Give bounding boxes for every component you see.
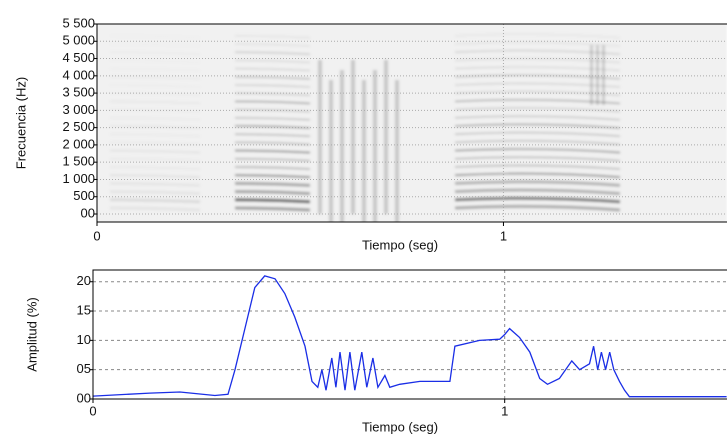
spectrogram-pulse — [340, 70, 344, 222]
spectrogram-pulse — [329, 80, 333, 222]
spectrogram-pulse — [373, 70, 377, 222]
x-axis-label: Tiempo (seg) — [362, 419, 438, 434]
x-tick-label: 0 — [89, 403, 96, 418]
spectrogram-pulse — [596, 45, 599, 105]
spectrogram-band — [234, 125, 311, 129]
spectrogram-band — [234, 190, 311, 196]
spectrogram-band — [234, 59, 311, 64]
spectrogram-band — [109, 174, 201, 178]
spectrogram-band — [454, 196, 621, 204]
spectrogram-band — [234, 181, 311, 187]
spectrogram-band — [454, 49, 621, 55]
y-tick-label: 1 500 — [62, 154, 95, 169]
spectrogram-pulse — [318, 60, 322, 214]
spectrogram-band — [454, 123, 621, 129]
spectrogram-band — [454, 66, 621, 72]
spectrogram-band — [234, 100, 311, 105]
spectrogram-band — [454, 180, 621, 187]
y-tick-label: 00 — [81, 205, 95, 220]
spectrogram-band — [454, 140, 621, 146]
y-tick-label: 00 — [77, 390, 91, 405]
spectrogram-band — [109, 166, 201, 170]
spectrogram-band — [454, 188, 621, 196]
spectrogram-pulse — [362, 80, 366, 222]
y-tick-label: 2 000 — [62, 136, 95, 151]
spectrogram-band — [109, 206, 201, 212]
spectrogram-band — [454, 41, 621, 47]
spectrogram-band — [109, 149, 201, 154]
spectrogram-band — [234, 198, 311, 204]
spectrogram-band — [109, 100, 201, 105]
spectrogram-band — [234, 174, 311, 178]
spectrogram-band — [454, 99, 621, 105]
y-tick-label: 15 — [77, 302, 91, 317]
y-tick-label: 10 — [77, 332, 91, 347]
spectrogram-band — [234, 166, 311, 170]
x-tick-label: 0 — [93, 228, 100, 243]
spectrogram-band — [234, 117, 311, 121]
y-tick-label: 3 000 — [62, 102, 95, 117]
spectrogram-band — [454, 164, 621, 170]
spectrogram-band — [109, 76, 201, 80]
spectrogram-band — [234, 108, 311, 113]
x-tick-label: 1 — [500, 228, 507, 243]
spectrogram-band — [234, 149, 311, 154]
spectrogram-band — [454, 148, 621, 154]
spectrogram-band — [454, 90, 621, 96]
y-tick-label: 1 000 — [62, 171, 95, 186]
y-tick-label: 4 500 — [62, 50, 95, 65]
spectrogram-background — [97, 24, 727, 222]
spectrogram-band — [454, 115, 621, 121]
spectrogram-image — [97, 24, 727, 222]
spectrogram-band — [234, 76, 311, 80]
spectrogram-band — [234, 206, 311, 212]
spectrogram-band — [234, 133, 311, 137]
spectrogram-band — [109, 158, 201, 162]
spectrogram-band — [109, 198, 201, 204]
spectrogram-band — [109, 181, 201, 187]
y-tick-label: 5 500 — [62, 15, 95, 30]
spectrogram-band — [234, 141, 311, 146]
y-tick-label: 5 000 — [62, 33, 95, 48]
spectrogram-band — [454, 33, 621, 39]
spectrogram-band — [454, 58, 621, 64]
x-axis-label: Tiempo (seg) — [362, 237, 438, 252]
spectrogram-band — [234, 158, 311, 162]
y-tick-label: 2 500 — [62, 119, 95, 134]
spectrogram-band — [454, 172, 621, 178]
spectrogram-band — [234, 67, 311, 72]
spectrogram-pulse — [602, 45, 605, 105]
spectrogram-band — [109, 190, 201, 196]
spectrogram-band — [454, 82, 621, 88]
x-tick-label: 1 — [501, 403, 508, 418]
y-tick-label: 20 — [77, 273, 91, 288]
y-axis-label: Amplitud (%) — [24, 297, 39, 371]
spectrogram-band — [234, 43, 311, 47]
spectrogram-band — [234, 51, 311, 55]
y-axis-label: Frecuencia (Hz) — [13, 77, 28, 169]
spectrogram-band — [454, 107, 621, 113]
spectrogram-pulse — [384, 60, 388, 214]
y-tick-label: 4 000 — [62, 67, 95, 82]
spectrogram-band — [234, 35, 311, 39]
plot-frame — [96, 23, 727, 223]
spectrogram-pulse — [351, 60, 355, 214]
spectrogram-band — [454, 156, 621, 162]
amplitude-line — [92, 275, 727, 398]
y-tick-label: 3 500 — [62, 85, 95, 100]
y-tick-label: 05 — [77, 361, 91, 376]
y-tick-label: 500 — [73, 188, 95, 203]
spectrogram-band — [109, 141, 201, 146]
spectrogram-band — [454, 204, 621, 212]
spectrogram-band — [454, 131, 621, 137]
plot-background — [93, 270, 727, 399]
spectrogram-band — [234, 84, 311, 88]
spectrogram-band — [454, 74, 621, 80]
spectrogram-pulse — [590, 45, 593, 105]
spectrogram-pulse — [395, 80, 399, 222]
plot-frame — [92, 269, 727, 400]
